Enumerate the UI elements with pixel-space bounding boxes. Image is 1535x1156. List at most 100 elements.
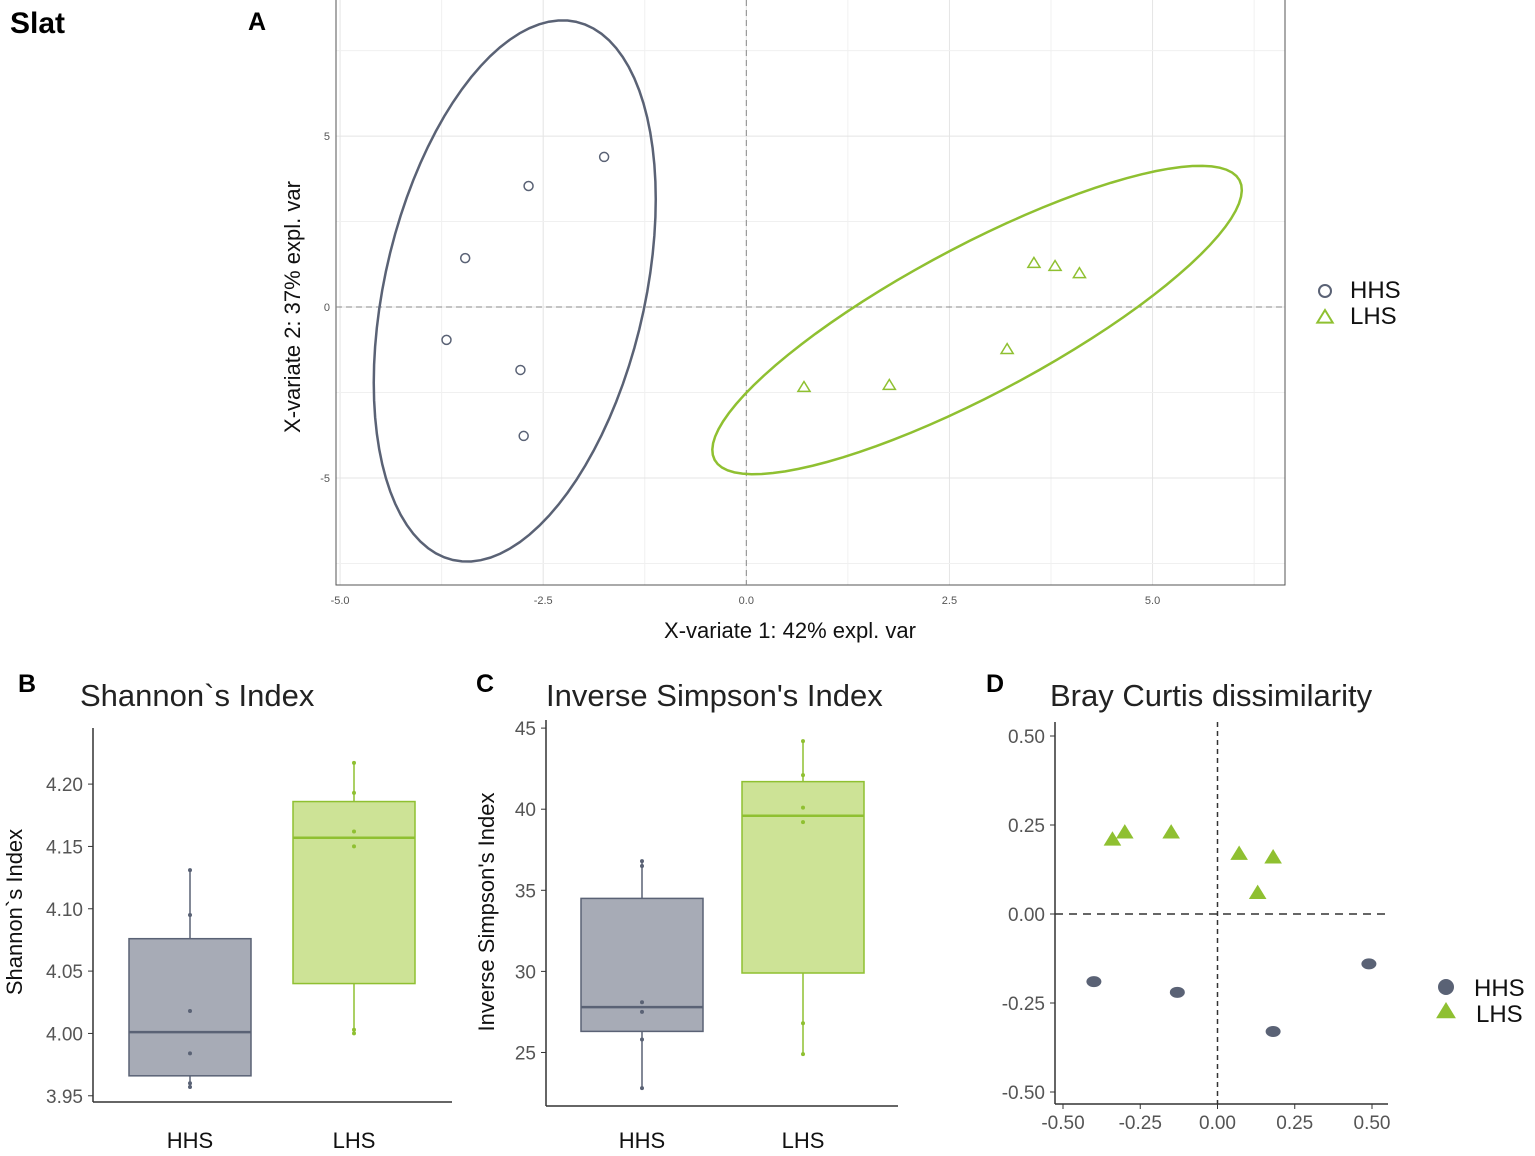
a-x-tick-label: 5.0 — [1145, 595, 1160, 607]
a-point-lhs — [796, 380, 812, 393]
a-x-axis-label: X-variate 1: 42% expl. var — [664, 618, 916, 643]
d-title: Bray Curtis dissimilarity — [1050, 678, 1373, 713]
c-lhs-point — [801, 805, 805, 810]
c-y-tick-label: 25 — [515, 1043, 536, 1064]
d-point-hhs — [1169, 986, 1185, 998]
panel-label-d: D — [986, 670, 1004, 698]
c-lhs-point — [801, 773, 805, 778]
b-x-tick-label: HHS — [167, 1128, 213, 1153]
c-x-tick-label: HHS — [619, 1128, 665, 1153]
b-lhs-point — [352, 844, 356, 849]
c-lhs-point — [801, 739, 805, 744]
a-x-tick-label: -2.5 — [534, 595, 553, 607]
d-y-tick-label: 0.50 — [1008, 727, 1045, 748]
a-legend-lhs-label: LHS — [1350, 303, 1397, 330]
a-y-tick-label: -5 — [320, 473, 330, 485]
d-x-tick-label: -0.50 — [1041, 1113, 1084, 1134]
a-point-lhs — [1072, 266, 1087, 279]
b-lhs-point — [352, 1031, 356, 1036]
c-hhs-point — [640, 1000, 644, 1005]
b-y-tick-label: 4.10 — [46, 900, 83, 921]
a-y-tick-label: 5 — [324, 131, 330, 143]
c-title: Inverse Simpson's Index — [546, 678, 883, 713]
c-hhs-point — [640, 863, 644, 868]
a-point-hhs — [441, 334, 452, 346]
a-ellipse-hhs — [372, 19, 657, 563]
b-title: Shannon`s Index — [80, 678, 315, 713]
d-point-lhs — [1230, 845, 1248, 860]
d-legend-lhs-label: LHS — [1476, 1001, 1523, 1028]
b-lhs-point — [352, 790, 356, 795]
c-hhs-point — [640, 1086, 644, 1091]
d-legend-lhs-icon — [1436, 1002, 1456, 1019]
b-y-tick-label: 4.05 — [46, 962, 83, 983]
a-point-lhs — [999, 342, 1015, 355]
d-point-lhs — [1248, 884, 1267, 900]
d-x-tick-label: 0.50 — [1354, 1113, 1391, 1134]
d-point-hhs — [1361, 958, 1377, 970]
a-legend-hhs-icon — [1318, 284, 1332, 298]
b-hhs-point — [188, 1081, 192, 1086]
a-x-tick-label: 2.5 — [942, 595, 957, 607]
b-lhs-point — [352, 760, 356, 765]
a-x-tick-label: 0.0 — [739, 595, 754, 607]
a-point-hhs — [518, 430, 529, 442]
d-y-tick-label: -0.50 — [1002, 1083, 1045, 1104]
a-x-tick-label: -5.0 — [331, 595, 350, 607]
d-y-tick-label: 0.25 — [1008, 816, 1045, 837]
d-y-tick-label: 0.00 — [1008, 905, 1045, 926]
d-point-lhs — [1264, 849, 1282, 864]
c-y-tick-label: 40 — [515, 800, 536, 821]
b-y-axis-label: Shannon`s Index — [2, 829, 27, 995]
b-hhs-point — [188, 913, 192, 917]
b-y-tick-label: 4.15 — [46, 837, 83, 858]
b-y-tick-label: 4.20 — [46, 775, 83, 796]
panel-label-a: A — [248, 8, 266, 36]
a-ellipse-lhs — [711, 164, 1244, 476]
d-point-lhs — [1103, 831, 1122, 846]
c-lhs-box — [741, 780, 865, 974]
b-hhs-point — [188, 1085, 192, 1090]
c-lhs-point — [801, 820, 805, 825]
a-point-hhs — [523, 180, 534, 192]
a-legend-lhs-icon — [1315, 308, 1335, 324]
c-y-tick-label: 35 — [515, 881, 536, 902]
d-y-tick-label: -0.25 — [1002, 994, 1045, 1015]
d-x-tick-label: 0.00 — [1199, 1113, 1236, 1134]
a-point-lhs — [1026, 255, 1042, 269]
c-hhs-point — [640, 1009, 644, 1014]
d-point-lhs — [1116, 824, 1134, 839]
c-lhs-point — [801, 1021, 805, 1026]
b-x-tick-label: LHS — [333, 1128, 376, 1153]
b-lhs-box — [292, 800, 416, 985]
a-point-hhs — [598, 151, 610, 163]
c-hhs-box — [580, 897, 704, 1033]
d-point-hhs — [1086, 976, 1102, 988]
a-axis-frame — [335, 0, 1286, 586]
panel-label-c: C — [476, 670, 494, 698]
b-hhs-point — [188, 868, 192, 873]
d-legend-hhs-icon — [1438, 979, 1454, 995]
d-legend-hhs-label: HHS — [1474, 975, 1525, 1002]
d-point-lhs — [1162, 824, 1180, 839]
a-y-axis-label: X-variate 2: 37% expl. var — [280, 181, 305, 433]
a-point-lhs — [1047, 259, 1063, 272]
d-x-tick-label: 0.25 — [1276, 1113, 1313, 1134]
b-lhs-point — [352, 829, 356, 834]
c-hhs-point — [640, 1037, 644, 1042]
a-point-hhs — [459, 252, 471, 264]
a-point-lhs — [881, 378, 897, 391]
b-hhs-point — [188, 1008, 192, 1013]
b-y-tick-label: 3.95 — [46, 1087, 83, 1108]
c-y-axis-label: Inverse Simpson's Index — [474, 793, 499, 1032]
d-point-hhs — [1265, 1025, 1281, 1037]
b-y-tick-label: 4.00 — [46, 1024, 83, 1045]
figure-label: Slat — [10, 7, 65, 40]
panel-label-b: B — [18, 670, 36, 698]
b-lhs-point — [352, 1027, 356, 1032]
c-lhs-point — [801, 1052, 805, 1057]
c-y-tick-label: 45 — [515, 719, 536, 740]
c-hhs-point — [640, 859, 644, 864]
d-x-tick-label: -0.25 — [1119, 1113, 1162, 1134]
